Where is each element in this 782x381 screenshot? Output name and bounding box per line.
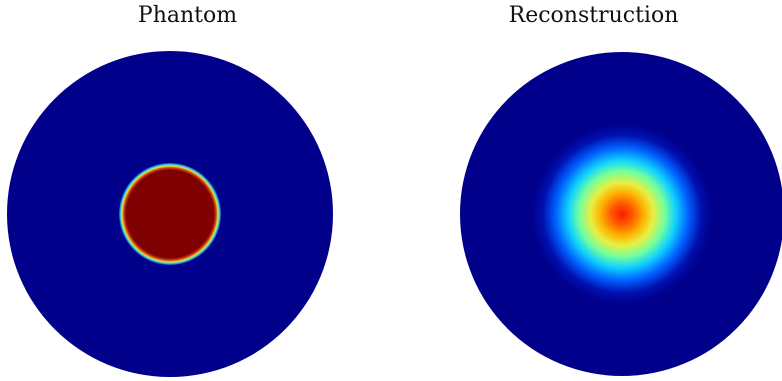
reconstruction-blob — [532, 124, 712, 304]
reconstruction-panel: Reconstruction — [391, 0, 782, 381]
reconstruction-title: Reconstruction — [508, 3, 679, 28]
phantom-plot — [7, 51, 333, 377]
phantom-inclusion — [119, 163, 221, 265]
phantom-panel: Phantom — [7, 3, 333, 377]
phantom-title: Phantom — [137, 3, 238, 28]
reconstruction-plot — [460, 52, 782, 376]
